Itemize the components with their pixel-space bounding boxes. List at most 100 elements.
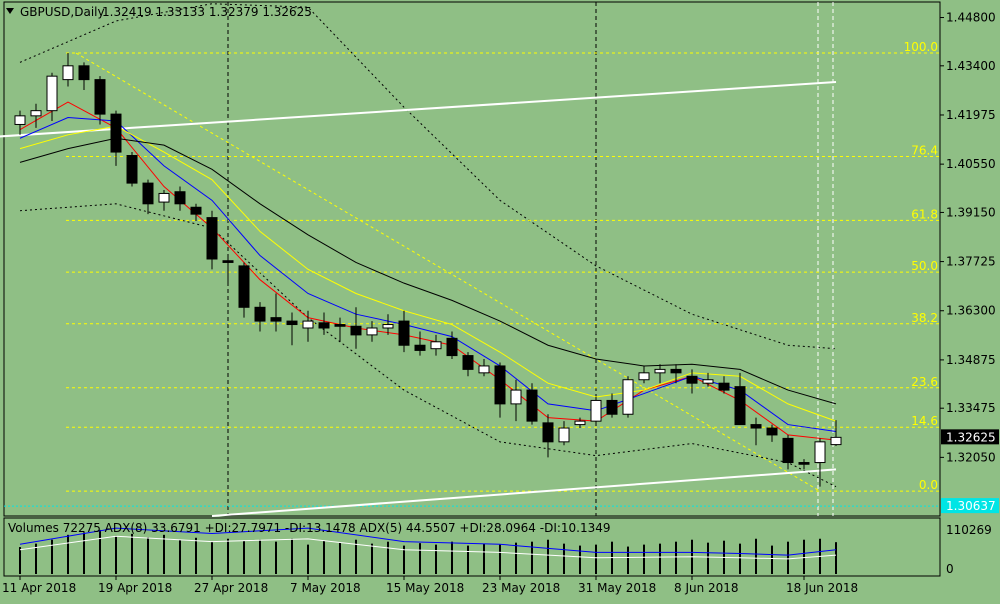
period-separators — [227, 2, 834, 516]
y-tick-label: 1.36300 — [946, 304, 996, 318]
x-tick-label: 18 Jun 2018 — [786, 581, 858, 595]
low-level-label: 1.30637 — [946, 499, 996, 513]
candle-body — [382, 324, 394, 329]
fibonacci-levels: 100.0 76.4 61.8 50.0 38.2 23.6 14.6 0.0 — [66, 40, 940, 492]
candle-body — [398, 320, 410, 346]
candle-47 — [766, 424, 778, 442]
candle-body — [814, 441, 826, 464]
candle-body — [414, 344, 426, 351]
candle-2 — [46, 72, 58, 122]
moving-average-1 — [19, 117, 837, 432]
candle-42 — [686, 369, 698, 394]
candle-body — [430, 341, 442, 350]
x-tick-label: 31 May 2018 — [578, 581, 656, 595]
candle-body — [286, 320, 298, 326]
volume-panel-frame — [3, 517, 941, 577]
indicator-readout: Volumes 72275 ADX(8) 33.6791 +DI:27.7971… — [8, 521, 611, 535]
candle-body — [478, 365, 490, 374]
x-tick-label: 15 May 2018 — [386, 581, 464, 595]
y-tick-label: 1.43400 — [946, 59, 996, 73]
y-tick-label: 1.32050 — [946, 450, 996, 464]
candle-33 — [542, 414, 554, 458]
y-tick-label: 1.33475 — [946, 401, 996, 415]
candle-body — [302, 320, 314, 329]
adx-line — [19, 527, 837, 556]
x-tick-label: 23 May 2018 — [482, 581, 560, 595]
candle-body — [750, 424, 762, 429]
ohlc-readout: 1.32419 1.33133 1.32379 1.32625 — [102, 5, 312, 19]
candle-body — [830, 436, 842, 446]
x-tick-label: 19 Apr 2018 — [98, 581, 172, 595]
candle-body — [94, 79, 106, 115]
candle-5 — [94, 76, 106, 125]
candle-17 — [286, 312, 298, 346]
candle-31 — [510, 379, 522, 422]
moving-average-0 — [19, 101, 837, 441]
candle-body — [734, 386, 746, 426]
candle-22 — [366, 321, 378, 342]
candle-16 — [270, 293, 282, 332]
dropdown-triangle-icon[interactable] — [6, 8, 14, 14]
candle-body — [174, 191, 186, 205]
candle-26 — [430, 334, 442, 356]
candle-body — [622, 379, 634, 415]
di-line — [19, 535, 837, 560]
fib-label-76.4: 76.4 — [911, 143, 938, 157]
low-level-label-bg — [941, 498, 999, 514]
candle-45 — [734, 372, 746, 426]
envelope-band-0 — [19, 3, 837, 350]
candle-body — [14, 115, 26, 125]
candle-body — [270, 317, 282, 322]
main-chart-frame — [3, 1, 941, 517]
symbol-title: GBPUSD,Daily — [20, 5, 105, 19]
candle-body — [494, 365, 506, 405]
candle-49 — [798, 459, 810, 470]
candle-10 — [174, 186, 186, 211]
candle-3 — [62, 53, 74, 87]
y-tick-label: 1.44800 — [946, 11, 996, 25]
fib-label-23.6: 23.6 — [911, 375, 938, 389]
candle-35 — [574, 417, 586, 429]
candle-body — [542, 422, 554, 443]
volume-axis-top: 110269 — [946, 523, 992, 537]
candle-body — [78, 65, 90, 81]
candle-body — [638, 372, 650, 381]
candle-7 — [126, 152, 138, 187]
candle-body — [30, 110, 42, 117]
date-axis: 11 Apr 2018 19 Apr 2018 27 Apr 2018 7 May 2… — [2, 576, 858, 595]
candle-body — [462, 355, 474, 370]
candle-51 — [830, 420, 842, 446]
candle-14 — [238, 262, 250, 318]
candle-9 — [158, 190, 170, 211]
fib-label-50.0: 50.0 — [911, 259, 938, 273]
candle-12 — [206, 210, 218, 270]
candle-body — [670, 368, 682, 374]
x-tick-label: 11 Apr 2018 — [2, 581, 76, 595]
volume-panel — [19, 527, 837, 574]
candle-20 — [334, 317, 346, 342]
current-price-label: 1.32625 — [946, 430, 996, 444]
envelope-bands — [19, 3, 837, 488]
moving-average-3 — [19, 137, 837, 405]
candle-24 — [398, 310, 410, 353]
current-price-label-bg — [941, 429, 999, 445]
candle-body — [46, 75, 58, 112]
candle-body — [62, 65, 74, 81]
x-tick-label: 27 Apr 2018 — [194, 581, 268, 595]
candle-8 — [142, 179, 154, 215]
candle-body — [766, 427, 778, 436]
moving-averages — [19, 101, 837, 441]
candle-body — [606, 399, 618, 415]
volume-axis-bottom: 0 — [946, 562, 954, 576]
y-tick-label: 1.40550 — [946, 157, 996, 171]
candle-23 — [382, 314, 394, 335]
y-tick-label: 1.41975 — [946, 108, 996, 122]
candle-body — [782, 437, 794, 464]
candle-29 — [478, 359, 490, 377]
moving-average-2 — [19, 125, 837, 422]
fib-label-0.0: 0.0 — [919, 478, 938, 492]
candle-19 — [318, 312, 330, 335]
candle-body — [510, 389, 522, 405]
